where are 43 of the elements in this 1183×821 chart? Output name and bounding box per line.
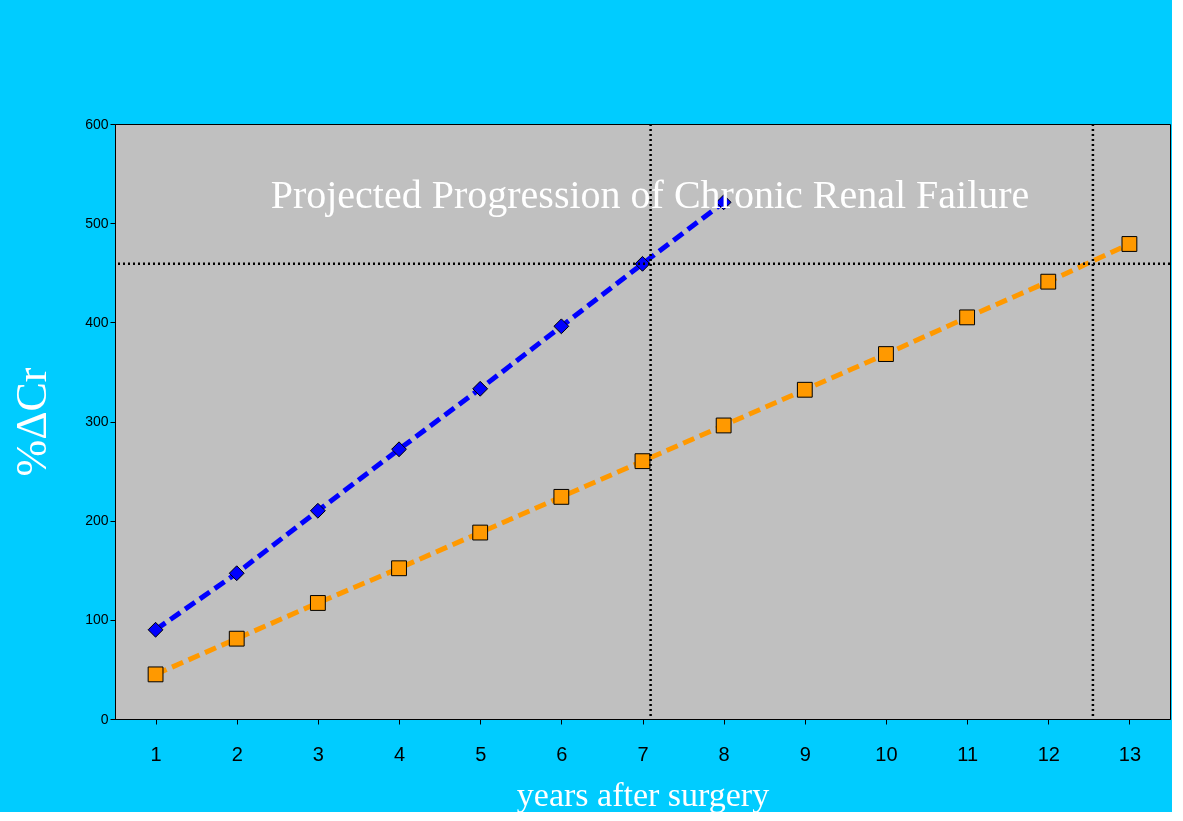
x-tick-label: 10 <box>875 742 898 765</box>
point <box>959 309 976 326</box>
x-axis-title: years after surgery <box>516 775 770 813</box>
point <box>553 488 570 505</box>
point <box>147 666 164 683</box>
text: Projected Progression of Chronic Renal Failure <box>270 172 1030 217</box>
point <box>228 630 245 647</box>
x-tick-label: 3 <box>312 742 324 765</box>
y-tick-label: 100 <box>85 611 109 628</box>
y-tick-label: 200 <box>85 512 109 529</box>
point <box>391 441 407 458</box>
point <box>1121 236 1138 252</box>
y-tick-label: 300 <box>85 413 109 429</box>
y-tick-label: 600 <box>85 115 109 132</box>
point <box>472 524 489 541</box>
point <box>1040 273 1057 290</box>
point <box>309 595 326 611</box>
point <box>147 621 164 638</box>
y-axis-title: %ΔCr <box>7 367 57 477</box>
x-tick-label: 11 <box>957 742 978 765</box>
x-tick-label: 7 <box>637 742 649 765</box>
point <box>715 417 732 434</box>
x-tick-label: 9 <box>799 742 811 765</box>
y-tick-label: 400 <box>85 313 109 330</box>
point <box>309 502 326 519</box>
point <box>391 560 407 577</box>
point <box>472 380 489 397</box>
x-tick-label: 6 <box>556 742 568 765</box>
x-tick-label: 5 <box>475 742 487 765</box>
x-tick-label: 12 <box>1037 742 1060 765</box>
x-tick-label: 4 <box>393 742 406 765</box>
y-tick-label: 500 <box>85 214 109 231</box>
x-tick-label: 13 <box>1118 742 1142 765</box>
point <box>878 346 894 362</box>
point <box>796 381 813 398</box>
point <box>228 565 245 582</box>
x-tick-label: 8 <box>718 742 730 765</box>
point <box>553 318 570 335</box>
y-tick-label: 0 <box>100 710 109 727</box>
x-tick-label: 2 <box>231 742 243 765</box>
x-tick-label: 1 <box>150 742 162 765</box>
point <box>634 255 651 272</box>
point <box>634 453 651 470</box>
